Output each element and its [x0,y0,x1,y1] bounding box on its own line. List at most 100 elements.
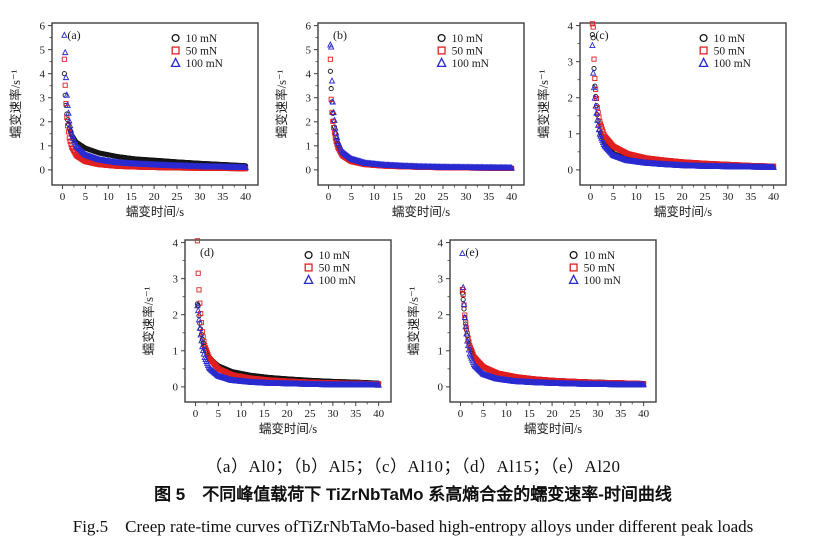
x-tick-label: 35 [217,191,229,203]
panel-label: (a) [67,28,80,42]
axes: 0 5 10 15 20 25 30 35 40 0 1 2 3 4 5 6 [306,20,518,203]
x-tick-label: 30 [460,191,472,203]
panel-label: (d) [200,245,214,259]
x-tick-label: 20 [415,191,427,203]
y-tick-label: 1 [568,129,574,141]
y-tick-label: 6 [40,20,46,32]
x-tick-label: 40 [506,191,518,203]
legend-label: 50 mN [186,45,218,57]
y-tick-label: 1 [306,141,312,153]
y-tick-label: 3 [568,56,574,68]
y-tick-label: 1 [438,346,444,358]
y-tick-label: 1 [40,141,46,153]
series-100mN [194,301,382,388]
series-10mN [327,68,515,171]
x-tick-label: 5 [349,191,355,203]
subplot-Al15: 0 5 10 15 20 25 30 35 40 0 1 2 3 4 蠕变时间/s 蠕变速率/s⁻¹ (d) 10… [141,237,392,436]
subplot-Al5: 0 5 10 15 20 25 30 35 40 0 1 2 3 4 5 6 蠕变时间/s 蠕变速率/s⁻¹ (b)… [274,20,525,219]
x-tick-label: 25 [437,191,449,203]
x-axis-title: 蠕变时间/s [654,204,712,219]
x-tick-label: 35 [615,408,627,420]
series-100mN [327,41,515,171]
x-tick-label: 15 [392,191,404,203]
y-axis-title: 蠕变速率/s⁻¹ [406,286,421,355]
x-tick-label: 25 [569,408,581,420]
x-tick-label: 25 [171,191,183,203]
y-axis-title: 蠕变速率/s⁻¹ [8,69,23,138]
x-axis-title: 蠕变时间/s [259,421,317,436]
x-tick-label: 20 [677,191,689,203]
legend-label: 50 mN [714,45,746,57]
plot-frame [317,22,525,186]
plot-frame [579,22,787,186]
legend-label: 10 mN [584,250,616,262]
legend-label: 50 mN [452,45,484,57]
axes: 0 5 10 15 20 25 30 35 40 0 1 2 3 4 [438,237,650,420]
x-tick-label: 0 [458,408,464,420]
plot-frame [449,239,657,403]
y-tick-label: 4 [568,20,574,32]
x-tick-label: 10 [103,191,115,203]
panel-label: (b) [333,28,347,42]
x-tick-label: 0 [60,191,66,203]
x-tick-label: 20 [282,408,294,420]
x-tick-label: 15 [126,191,138,203]
y-tick-label: 2 [568,93,574,105]
x-axis-title: 蠕变时间/s [524,421,582,436]
x-tick-label: 10 [236,408,248,420]
x-tick-label: 35 [483,191,495,203]
subpanel-caption: （a）Al0；（b）Al5；（c）Al10；（d）Al15；（e）Al20 [205,457,621,476]
y-tick-label: 0 [40,165,46,177]
legend-label: 10 mN [319,250,351,262]
plot-frame [184,239,392,403]
series-100mN [589,41,777,170]
y-tick-label: 5 [40,44,46,56]
subplot-Al10: 0 5 10 15 20 25 30 35 40 0 1 2 3 4 蠕变时间/s 蠕变速率/s⁻¹ (c) 10… [536,20,787,219]
series-100mN [61,31,249,170]
y-tick-label: 4 [40,68,46,80]
x-tick-label: 20 [547,408,559,420]
x-tick-label: 10 [631,191,643,203]
series-50mN [459,286,647,387]
x-tick-label: 0 [193,408,199,420]
series-50mN [327,56,515,171]
x-axis-title: 蠕变时间/s [126,204,184,219]
y-tick-label: 2 [438,310,444,322]
legend-label: 50 mN [584,262,616,274]
x-tick-label: 0 [326,191,332,203]
series-100mN [459,249,647,388]
subplot-Al20: 0 5 10 15 20 25 30 35 40 0 1 2 3 4 蠕变时间/s 蠕变速率/s⁻¹ (e) 10… [406,237,657,436]
x-tick-label: 0 [588,191,594,203]
y-tick-label: 3 [40,93,46,105]
y-tick-label: 2 [40,117,46,129]
legend-label: 10 mN [714,33,746,45]
x-axis-title: 蠕变时间/s [392,204,450,219]
x-tick-label: 10 [369,191,381,203]
series-50mN [194,238,382,387]
y-tick-label: 0 [568,165,574,177]
y-tick-label: 5 [306,44,312,56]
x-tick-label: 5 [611,191,617,203]
legend-label: 100 mN [584,275,622,287]
y-tick-label: 1 [173,346,179,358]
x-tick-label: 40 [768,191,780,203]
x-tick-label: 30 [194,191,206,203]
legend-label: 100 mN [319,275,357,287]
x-tick-label: 15 [654,191,666,203]
axes: 0 5 10 15 20 25 30 35 40 0 1 2 3 4 [173,237,385,420]
y-tick-label: 0 [306,165,312,177]
y-tick-label: 3 [173,273,179,285]
y-tick-label: 6 [306,20,312,32]
creep-curves-figure: 0 5 10 15 20 25 30 35 400123456蠕变时间/s蠕变速率/s⁻¹(a)… [8,20,787,436]
x-tick-label: 15 [259,408,271,420]
x-tick-label: 15 [524,408,536,420]
y-tick-label: 4 [306,68,312,80]
legend-label: 100 mN [186,58,224,70]
y-tick-label: 0 [173,382,179,394]
legend-label: 100 mN [714,58,752,70]
